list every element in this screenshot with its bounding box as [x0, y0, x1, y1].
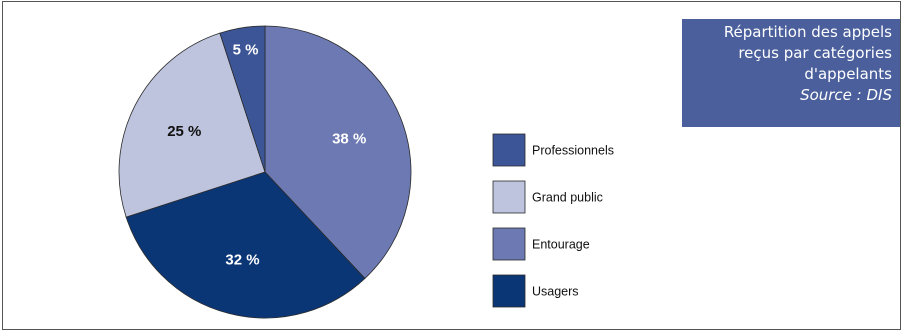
pie-slices — [119, 26, 411, 318]
pie-slice-label-grand-public: 25 % — [167, 123, 201, 140]
legend-swatch-entourage — [493, 228, 525, 260]
legend-label-usagers: Usagers — [532, 285, 579, 299]
chart-title-line-1: Répartition des appels — [688, 22, 892, 43]
pie-slice-label-professionnels: 5 % — [233, 41, 259, 58]
chart-source: Source : DIS — [688, 85, 892, 106]
chart-title-box: Répartition des appels reçus par catégor… — [682, 19, 900, 127]
chart-legend: Professionnels Grand public Entourage Usage… — [493, 134, 614, 307]
legend-label-grand-public: Grand public — [532, 191, 603, 205]
legend-label-professionnels: Professionnels — [532, 144, 614, 158]
legend-swatch-usagers — [493, 275, 525, 307]
chart-title-line-2: reçus par catégories — [688, 43, 892, 64]
legend-label-entourage: Entourage — [532, 238, 590, 252]
pie-slice-label-entourage: 38 % — [332, 131, 366, 148]
legend-swatch-grand-public — [493, 181, 525, 213]
chart-title-line-3: d'appelants — [688, 64, 892, 85]
legend-swatch-professionnels — [493, 134, 525, 166]
pie-slice-label-usagers: 32 % — [225, 252, 259, 269]
